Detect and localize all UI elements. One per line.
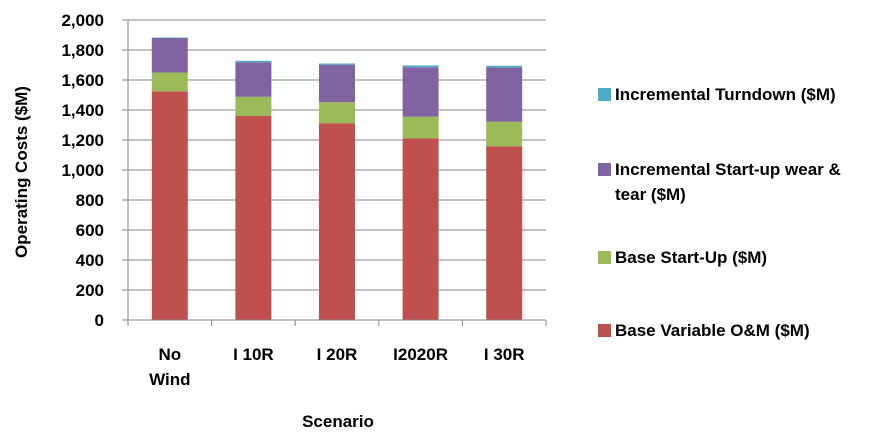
- y-tick-label: 1,000: [61, 161, 104, 180]
- bar-segment: [402, 67, 439, 117]
- x-axis-title: Scenario: [302, 412, 374, 431]
- x-tick-label: I2020R: [393, 345, 448, 364]
- legend-swatch: [598, 163, 611, 176]
- bar-segment: [151, 91, 188, 320]
- x-tick-label: I 20R: [317, 345, 358, 364]
- bar-segment: [402, 138, 439, 320]
- legend-item: Incremental Start-up wear & tear ($M): [598, 159, 875, 207]
- bar-segment: [486, 146, 523, 320]
- bar-segment: [402, 65, 439, 68]
- y-tick-label: 400: [76, 251, 104, 270]
- bar-segment: [319, 102, 355, 124]
- bar-segment: [235, 60, 272, 63]
- bar-segment: [486, 121, 523, 147]
- y-tick-label: 0: [95, 311, 104, 330]
- bar-segment: [402, 116, 439, 139]
- legend-swatch: [598, 251, 611, 264]
- y-tick-label: 200: [76, 281, 104, 300]
- bar-segment: [486, 67, 523, 122]
- axes: [122, 19, 547, 326]
- bar-segment: [319, 64, 355, 103]
- x-tick-label: I 30R: [484, 345, 525, 364]
- y-tick-label: 1,200: [61, 131, 104, 150]
- x-tick-labels: No Wind I 10R I 20R I2020R I 30R: [149, 345, 524, 389]
- legend-label: Incremental Turndown ($M): [615, 85, 836, 104]
- y-axis-title: Operating Costs ($M): [12, 86, 31, 258]
- legend-label: Incremental Start-up wear & tear ($M): [615, 160, 841, 204]
- bar-segment: [235, 62, 272, 97]
- legend-item: Incremental Turndown ($M): [598, 84, 875, 107]
- y-tick-label: 1,400: [61, 101, 104, 120]
- legend-item: Base Variable O&M ($M): [598, 320, 875, 343]
- legend-label: Base Variable O&M ($M): [615, 321, 810, 340]
- y-tick-label: 800: [76, 191, 104, 210]
- legend-label: Base Start-Up ($M): [615, 248, 768, 267]
- y-tick-label: 600: [76, 221, 104, 240]
- y-tick-label: 1,600: [61, 71, 104, 90]
- bar-segment: [319, 123, 355, 320]
- bar-segment: [151, 72, 188, 92]
- y-tick-label: 1,800: [61, 41, 104, 60]
- x-tick-label: I 10R: [233, 345, 274, 364]
- bar-segment: [235, 116, 272, 320]
- bar-segment: [235, 96, 272, 116]
- y-tick-label: 2,000: [61, 11, 104, 30]
- legend-swatch: [598, 324, 611, 337]
- bar-stacks: [151, 37, 523, 320]
- legend-swatch: [598, 88, 611, 101]
- bar-segment: [319, 63, 355, 65]
- x-tick-label: No Wind: [149, 345, 190, 389]
- bar-segment: [486, 65, 523, 68]
- y-tick-labels: 0 200 400 600 800 1,000 1,200 1,400 1,600 1,800 2,…: [61, 11, 104, 330]
- legend-item: Base Start-Up ($M): [598, 247, 875, 270]
- bar-segment: [151, 38, 188, 73]
